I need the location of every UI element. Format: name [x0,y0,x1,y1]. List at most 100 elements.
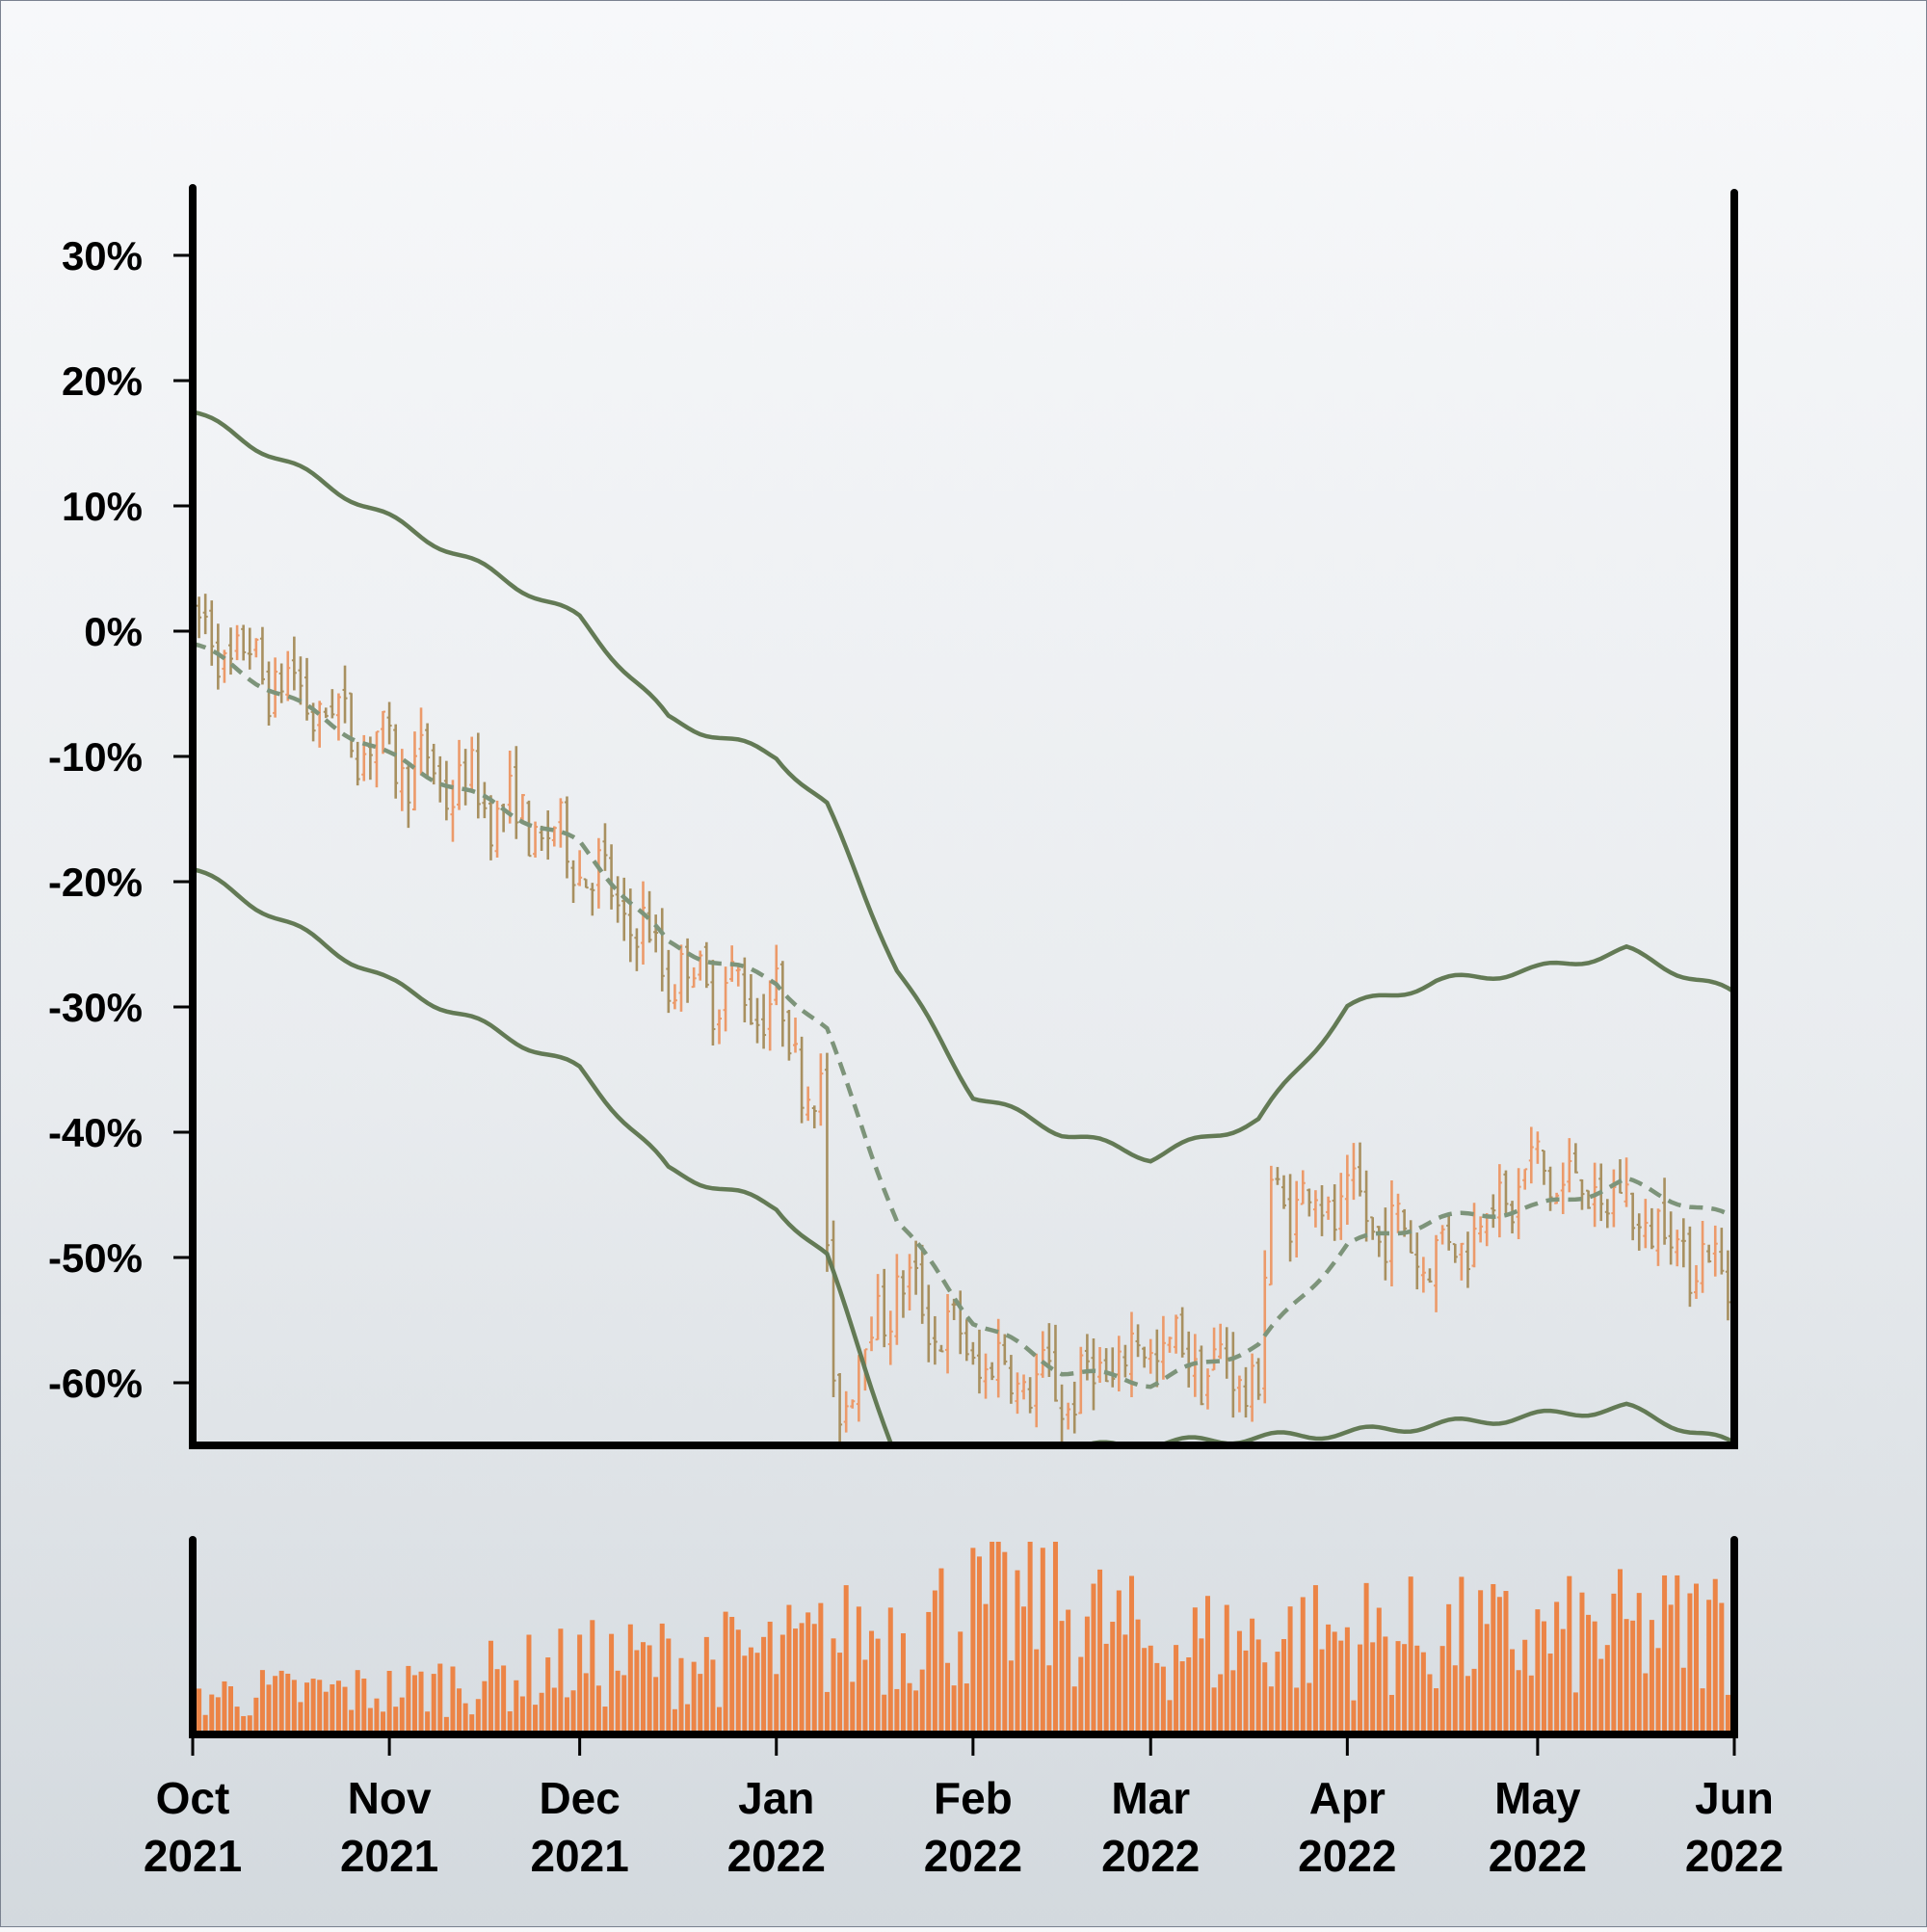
ohlc-bar [234,624,240,661]
ohlc-bar [443,760,449,821]
volume-bar [1091,1583,1096,1734]
volume-bar [381,1711,386,1734]
volume-bar [1636,1593,1642,1734]
ohlc-bar [837,1372,843,1445]
ohlc-bar [869,1316,875,1352]
ohlc-bar [1675,1230,1680,1267]
ohlc-bar [1478,1216,1484,1243]
volume-bar [533,1705,539,1734]
volume-bar [1116,1590,1122,1734]
volume-bar [577,1634,583,1734]
volume-bar [1465,1676,1470,1734]
ohlc-bar [564,796,569,879]
ohlc-bar [799,1036,805,1124]
volume-bar [361,1678,367,1734]
volume-bar [976,1556,982,1734]
volume-bar [1358,1644,1363,1734]
volume-bar [615,1670,620,1734]
volume-bar [1230,1670,1236,1734]
volume-bar [393,1707,399,1734]
volume-bar [1680,1667,1686,1734]
volume-bar [234,1707,240,1734]
ohlc-bar [932,1315,937,1365]
ohlc-bar [907,1254,912,1311]
ohlc-bar [1021,1374,1027,1400]
ohlc-bar [761,993,767,1049]
volume-bar [558,1628,564,1734]
ohlc-bar [748,973,753,1025]
volume-bar [1388,1694,1394,1734]
ohlc-bar [1503,1170,1509,1215]
ohlc-bar [767,980,773,1051]
volume-bar [355,1670,360,1734]
ohlc-bar [913,1240,919,1295]
volume-bar [761,1636,767,1734]
ohlc-bar [304,657,310,721]
ohlc-bar [1199,1345,1204,1406]
volume-bar [1408,1576,1413,1734]
volume-bar [1027,1542,1033,1734]
ohlc-bar [1528,1126,1534,1184]
volume-bar [748,1647,753,1734]
ohlc-bar [621,877,627,941]
volume-bar [913,1690,919,1734]
volume-bar [1167,1700,1173,1734]
ohlc-bar [640,881,646,966]
ohlc-bar [533,821,539,858]
volume-bar [298,1702,304,1734]
ohlc-bar [1281,1175,1287,1209]
ohlc-bar [450,780,456,842]
ohlc-bar [1427,1268,1433,1284]
ohlc-bar [1706,1244,1712,1263]
x-tick-label-month: Jan [738,1773,814,1823]
ohlc-bar [990,1362,995,1381]
ohlc-bar [411,731,417,811]
volume-bar [1015,1570,1020,1734]
volume-bar [774,1674,779,1734]
ohlc-bar [1262,1250,1268,1404]
volume-bar [317,1680,323,1734]
volume-bar [767,1621,773,1734]
ohlc-bar [222,649,227,683]
volume-bar [1046,1665,1052,1734]
ohlc-bar [945,1293,951,1374]
volume-bar [1179,1661,1185,1734]
volume-bar [1294,1687,1300,1734]
volume-bar [1617,1569,1623,1734]
volume-bar [1427,1674,1433,1734]
volume-bar [1655,1648,1661,1734]
ohlc-bar [1243,1366,1249,1418]
volume-bar [1592,1621,1597,1734]
ohlc-bar [882,1268,887,1348]
ohlc-bar [1052,1324,1058,1402]
volume-bar [1218,1674,1224,1734]
ohlc-bar [1452,1243,1458,1263]
volume-bar [501,1665,507,1734]
volume-bar [583,1673,589,1734]
volume-bar [811,1624,817,1734]
x-tick-label-year: 2021 [144,1831,242,1881]
volume-bar [1725,1694,1730,1734]
ohlc-bar [253,638,259,658]
volume-bar [1224,1604,1229,1734]
ohlc-bar [1326,1196,1332,1220]
ohlc-bar [1204,1368,1210,1410]
volume-bar [1040,1548,1045,1734]
volume-bar [1491,1583,1496,1734]
volume-bar [1078,1656,1084,1734]
volume-bar [342,1686,348,1734]
ohlc-bar [1630,1192,1636,1241]
ohlc-bar [1541,1150,1546,1185]
ohlc-bar [1668,1211,1674,1265]
ohlc-bar [1135,1324,1141,1358]
volume-bar [228,1686,234,1734]
ohlc-bar [1097,1346,1103,1384]
volume-bar [1516,1670,1521,1734]
x-tick-label-month: Apr [1309,1773,1386,1823]
ohlc-bar [1275,1167,1280,1185]
volume-bar [779,1634,785,1734]
ohlc-bar [1725,1250,1730,1321]
x-tick-label-month: May [1494,1773,1581,1823]
ohlc-bar [1351,1143,1357,1201]
